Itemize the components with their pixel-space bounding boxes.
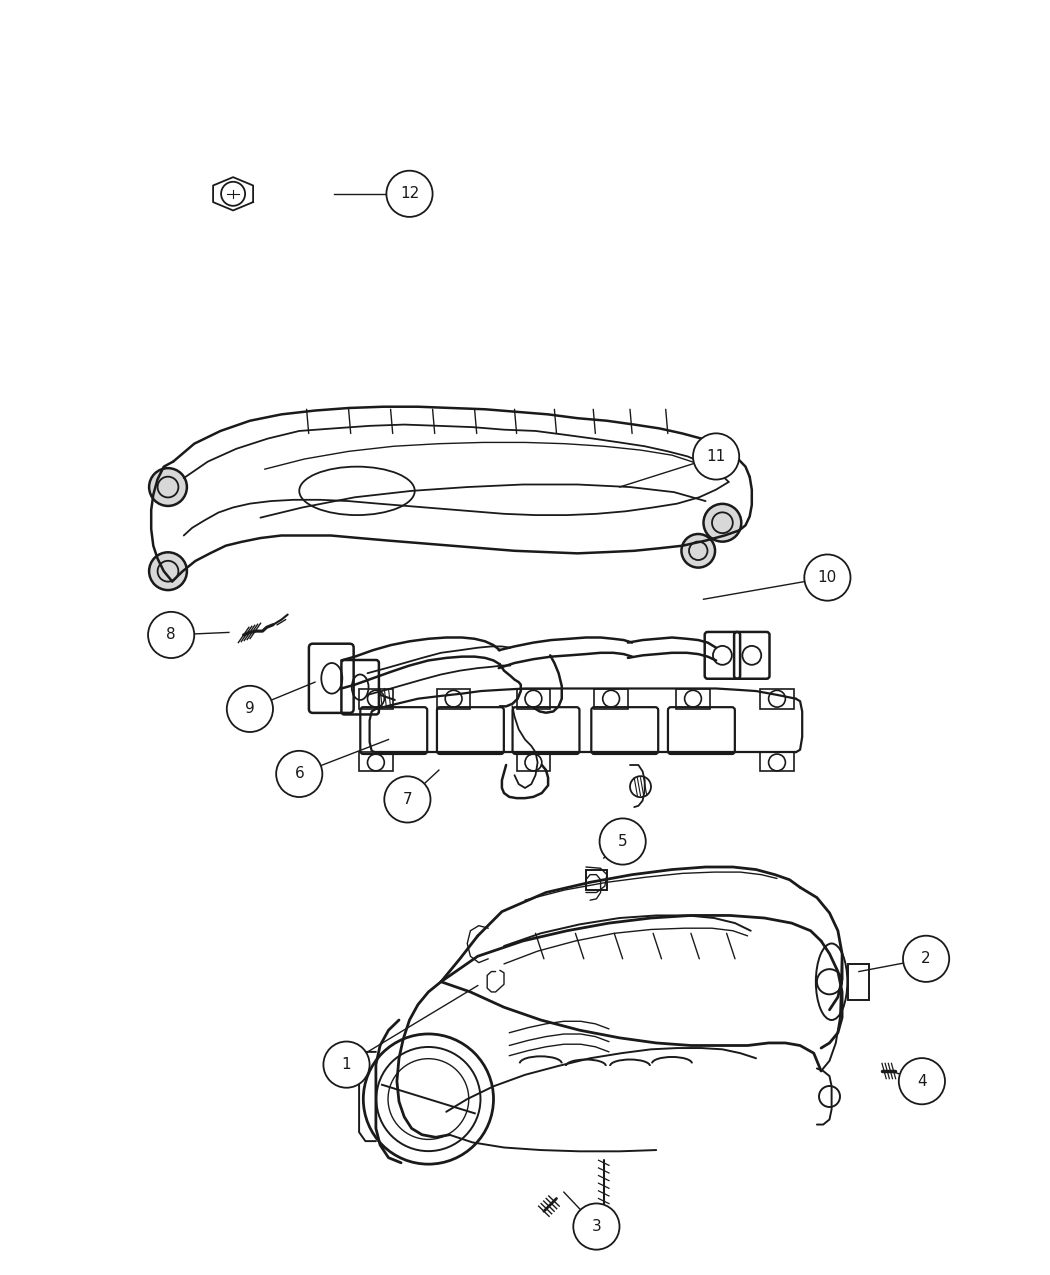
- Circle shape: [227, 686, 273, 732]
- Circle shape: [899, 1058, 945, 1104]
- Circle shape: [149, 468, 187, 506]
- Text: 6: 6: [294, 766, 304, 782]
- Circle shape: [148, 612, 194, 658]
- Text: 10: 10: [818, 570, 837, 585]
- Circle shape: [573, 1204, 620, 1250]
- Text: 1: 1: [341, 1057, 352, 1072]
- Circle shape: [386, 171, 433, 217]
- Circle shape: [276, 751, 322, 797]
- Circle shape: [630, 776, 651, 797]
- Circle shape: [704, 504, 741, 542]
- Circle shape: [149, 552, 187, 590]
- Circle shape: [903, 936, 949, 982]
- Circle shape: [384, 776, 430, 822]
- Circle shape: [804, 555, 851, 601]
- Text: 4: 4: [917, 1074, 927, 1089]
- Text: 3: 3: [591, 1219, 602, 1234]
- Circle shape: [600, 819, 646, 864]
- Text: 8: 8: [166, 627, 176, 643]
- Text: 5: 5: [617, 834, 628, 849]
- Text: 2: 2: [921, 951, 931, 966]
- Text: 7: 7: [402, 792, 413, 807]
- Text: 12: 12: [400, 186, 419, 201]
- Circle shape: [323, 1042, 370, 1088]
- Circle shape: [681, 534, 715, 567]
- Circle shape: [693, 434, 739, 479]
- Text: 9: 9: [245, 701, 255, 717]
- Text: 11: 11: [707, 449, 726, 464]
